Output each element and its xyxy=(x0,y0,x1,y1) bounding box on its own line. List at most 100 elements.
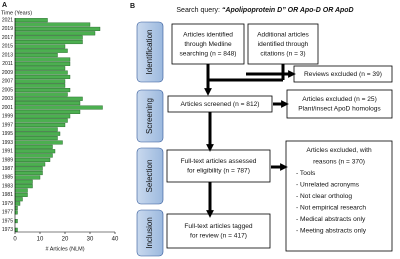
box-text: Articles screened (n = 812) xyxy=(181,101,260,108)
bar xyxy=(14,162,46,167)
stage-box xyxy=(136,89,164,143)
x-axis-title: # Articles (NLM) xyxy=(45,246,84,252)
bar xyxy=(14,61,71,66)
x-tick-label: 20 xyxy=(62,237,69,243)
bar xyxy=(14,105,103,110)
bar xyxy=(14,74,71,79)
bar xyxy=(14,35,83,40)
stage-label: Identification xyxy=(145,30,154,75)
box xyxy=(286,89,393,119)
y-tick-label: 1981 xyxy=(2,192,13,198)
box-text: - Not empirical research xyxy=(296,204,366,211)
y-tick-label: 1987 xyxy=(2,166,13,172)
box xyxy=(166,149,271,183)
box xyxy=(247,23,319,65)
bar xyxy=(14,175,41,180)
bar xyxy=(14,101,81,106)
box-text: through Medline xyxy=(184,41,232,48)
bar xyxy=(14,210,18,215)
bar xyxy=(14,48,68,53)
box-text: searching (n = 848) xyxy=(180,50,237,57)
box-text: Articles excluded (n = 25) xyxy=(302,96,377,103)
bar xyxy=(14,188,28,193)
bar xyxy=(14,171,43,176)
y-axis-title: Time (Years) xyxy=(1,10,32,16)
box-text: - Unrelated acronyms xyxy=(296,181,360,188)
bar xyxy=(14,114,71,119)
stage-box xyxy=(136,209,164,257)
bar xyxy=(14,166,43,171)
y-tick-label: 2009 xyxy=(2,70,13,76)
box-text: Full-text articles tagged xyxy=(184,223,252,230)
y-tick-label: 2013 xyxy=(2,52,13,58)
y-tick-label: 1995 xyxy=(2,131,13,137)
bar xyxy=(14,118,68,123)
box-text: - Not clear ortholog xyxy=(296,193,352,200)
y-tick-label: 1973 xyxy=(2,227,13,233)
stage-box xyxy=(136,147,164,205)
bar xyxy=(14,57,71,62)
y-tick-label: 1997 xyxy=(2,122,13,128)
x-tick-label: 0 xyxy=(13,237,17,243)
box-text: - Tools xyxy=(296,170,316,177)
bar xyxy=(14,109,81,114)
y-tick-label: 1977 xyxy=(2,210,13,216)
bar xyxy=(14,53,58,58)
y-tick-label: 2007 xyxy=(2,79,13,85)
y-tick-label: 2011 xyxy=(2,61,13,67)
x-tick-label: 10 xyxy=(37,237,44,243)
bar xyxy=(14,227,18,232)
bar xyxy=(14,66,66,71)
stage-label: Inclusion xyxy=(145,217,154,249)
arrows xyxy=(204,64,296,218)
bar xyxy=(14,44,66,49)
bar xyxy=(14,153,53,158)
bar xyxy=(14,149,56,154)
box xyxy=(166,213,271,249)
box-text: Articles identified xyxy=(183,31,233,38)
y-tick-label: 1985 xyxy=(2,175,13,181)
bar xyxy=(14,83,66,88)
y-tick-label: 2017 xyxy=(2,35,13,41)
bar xyxy=(14,127,58,132)
x-tick-label: 30 xyxy=(87,237,94,243)
panel-label: A xyxy=(2,2,7,9)
stage-label: Screening xyxy=(145,98,154,134)
bar xyxy=(14,179,33,184)
bar xyxy=(14,192,28,197)
bar xyxy=(14,70,68,75)
bar xyxy=(14,88,71,93)
x-tick-label: 40 xyxy=(112,237,119,243)
y-tick-label: 2015 xyxy=(2,44,13,50)
box-text: Articles excluded, with xyxy=(306,147,372,154)
y-tick-label: 1999 xyxy=(2,114,13,120)
box-text: for review (n = 417) xyxy=(190,233,247,240)
bar xyxy=(14,184,33,189)
box-text: reasons (n = 370) xyxy=(313,158,365,165)
bar xyxy=(14,201,21,206)
box-text: Full-text articles assessed xyxy=(181,158,257,165)
bar xyxy=(14,26,101,31)
bar xyxy=(14,157,51,162)
box-text: Reviews excluded (n = 39) xyxy=(304,71,382,78)
y-tick-label: 1975 xyxy=(2,218,13,224)
bar xyxy=(14,131,61,136)
query-prefix: Search query: xyxy=(176,7,222,14)
y-tick-label: 1993 xyxy=(2,140,13,146)
bar xyxy=(14,122,66,128)
y-tick-label: 2019 xyxy=(2,26,13,32)
y-tick-label: 1983 xyxy=(2,183,13,189)
bar xyxy=(14,144,53,149)
box xyxy=(167,95,273,113)
bar xyxy=(14,136,58,141)
y-tick-label: 2005 xyxy=(2,87,13,93)
y-tick-label: 2021 xyxy=(2,18,13,24)
y-tick-label: 1991 xyxy=(2,149,13,155)
bar xyxy=(14,79,66,84)
stage-box xyxy=(136,21,164,83)
search-query: Search query: “Apolipoprotein D” OR Apo-… xyxy=(176,7,353,14)
bar xyxy=(14,219,18,224)
panel-label: B xyxy=(130,3,135,10)
box xyxy=(171,23,245,65)
